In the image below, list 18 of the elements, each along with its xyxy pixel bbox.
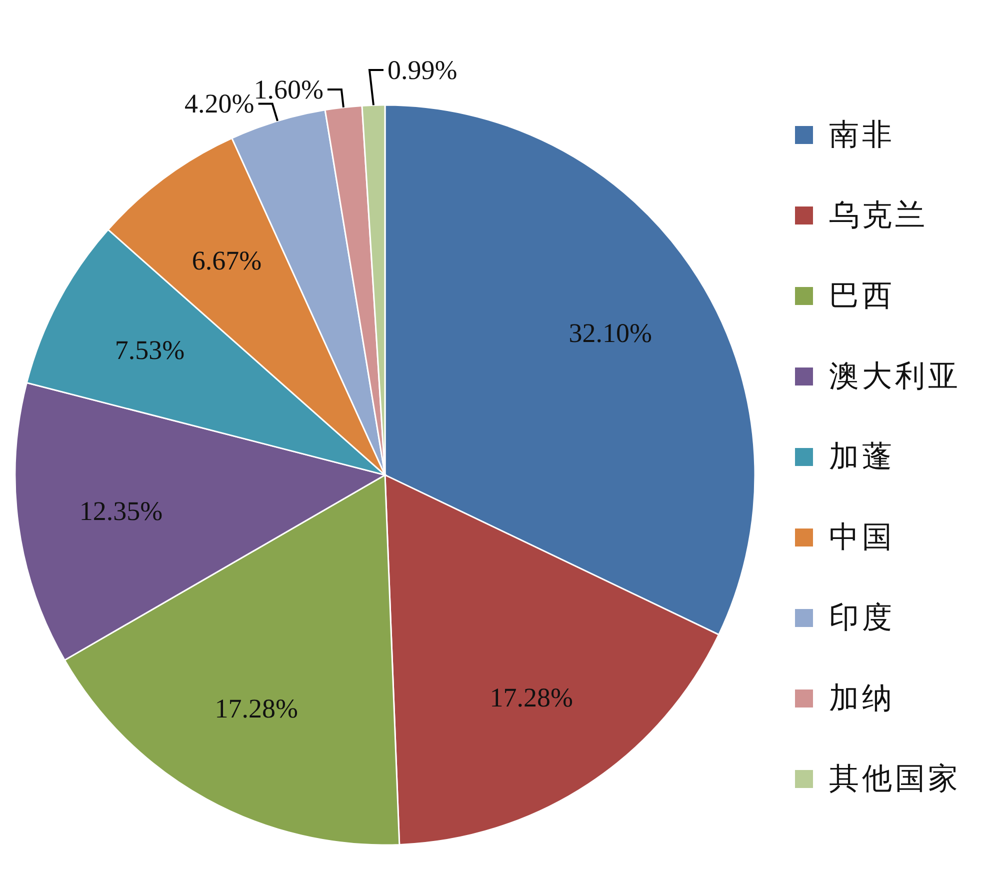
data-label: 6.67% [192, 246, 262, 276]
legend-label: 中国 [829, 520, 895, 555]
legend-label: 印度 [829, 600, 895, 636]
legend-label: 巴西 [829, 278, 895, 314]
legend-label: 加纳 [829, 681, 895, 716]
data-label: 1.60% [254, 74, 324, 104]
data-label: 7.53% [114, 334, 185, 365]
legend-label: 加蓬 [829, 440, 895, 474]
legend-label: 澳大利亚 [829, 359, 961, 394]
data-label: 32.10% [568, 318, 652, 348]
data-label: 0.99% [387, 55, 458, 85]
data-label: 17.28% [214, 693, 298, 724]
data-label: 17.28% [490, 682, 574, 713]
data-label: 12.35% [79, 496, 163, 526]
legend-label: 南非 [829, 118, 895, 152]
legend-label: 乌克兰 [829, 198, 928, 233]
data-label: 4.20% [184, 88, 254, 119]
legend-label: 其他国家 [829, 762, 961, 796]
